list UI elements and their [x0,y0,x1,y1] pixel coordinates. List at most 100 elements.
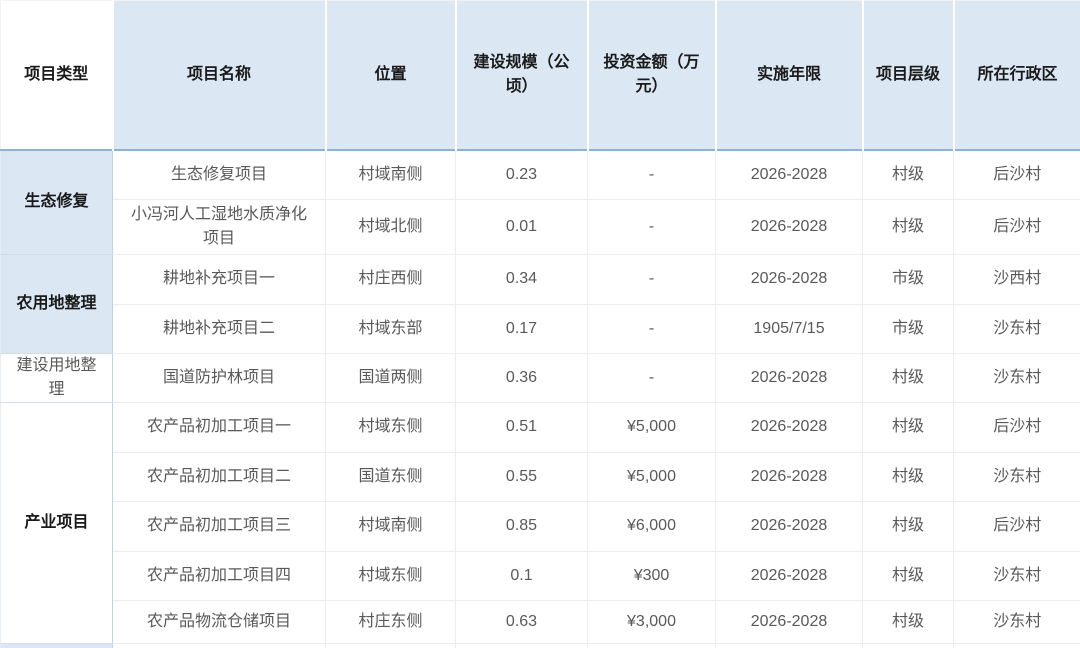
cell-level: 村级 [862,353,954,403]
cell-scale: 0.17 [455,304,588,354]
table-row: 生态修复 生态修复项目 村域南侧 0.23-2026-2028 村级 后沙村 [0,150,1080,255]
table-row: 建设用地整理 国道防护林项目 国道两侧 0.36-2026-2028 村级 沙东村 [0,353,1080,403]
cell-level: 村级 [862,551,954,601]
cell-investment: ¥3,000 [587,600,716,644]
cell-location: 村域东侧 [325,402,456,453]
partial-empty-cell [862,643,954,648]
cell-scale: 0.63 [455,600,588,644]
partial-empty-cell [587,643,716,648]
cell-level: 村级 [862,501,954,552]
cell-project-name: 农产品初加工项目二 [112,452,326,502]
cell-district: 沙东村 [953,353,1080,403]
cell-scale: 0.34 [455,254,588,305]
cell-period: 2026-2028 [715,353,863,403]
cell-investment: ¥6,000 [587,501,716,552]
cell-project-name: 小冯河人工湿地水质净化项目 [112,199,326,255]
table-row: 农用地整理 耕地补充项目一 村庄西侧 0.34-2026-2028 市级 沙西村 [0,254,1080,354]
cell-level: 村级 [862,199,954,255]
cell-district: 后沙村 [953,501,1080,552]
cell-district: 沙东村 [953,551,1080,601]
cell-scale: 0.36 [455,353,588,403]
cell-period: 1905/7/15 [715,304,863,354]
cell-location: 村域北侧 [325,199,456,255]
cell-district: 沙东村 [953,304,1080,354]
cell-scale: 0.23 [455,150,588,200]
column-header-0: 项目类型 [0,0,114,150]
cell-scale: 0.55 [455,452,588,502]
cell-investment: ¥300 [587,551,716,601]
cell-level: 村级 [862,452,954,502]
cell-location: 国道两侧 [325,353,456,403]
cell-investment: - [587,304,716,354]
cell-level: 市级 [862,304,954,354]
cell-investment: ¥5,000 [587,452,716,502]
cell-project-name: 耕地补充项目一 [112,254,326,305]
cell-project-name: 生态修复项目 [112,150,326,200]
cell-district: 沙东村 [953,600,1080,644]
cell-investment: - [587,254,716,305]
group-cell: 产业项目 [0,402,113,644]
partial-empty-cell [715,643,863,648]
cell-period: 2026-2028 [715,150,863,200]
column-header-1: 项目名称 [112,0,327,150]
cell-project-name: 国道防护林项目 [112,353,326,403]
cell-location: 村域南侧 [325,501,456,552]
partial-empty-cell [325,643,456,648]
cell-scale: 0.85 [455,501,588,552]
table-row: 农产品初加工项目二 国道东侧 0.55 ¥5,000 2026-2028 村级 沙东村 [1,452,1080,502]
cell-investment: - [587,199,716,255]
cell-location: 村域东部 [325,304,456,354]
cell-district: 沙东村 [953,452,1080,502]
cell-level: 村级 [862,600,954,644]
cell-scale: 0.01 [455,199,588,255]
table-row: 农产品初加工项目四 村域东侧 0.1 ¥300 2026-2028 村级 沙东村 [1,551,1080,601]
cell-project-name: 耕地补充项目二 [112,304,326,354]
column-header-6: 项目层级 [862,0,955,150]
cell-location: 国道东侧 [325,452,456,502]
cell-period: 2026-2028 [715,254,863,305]
cell-project-name: 农产品物流仓储项目 [112,600,326,644]
cell-district: 后沙村 [953,402,1080,453]
cell-scale: 0.51 [455,402,588,453]
cell-project-name: 农产品初加工项目四 [112,551,326,601]
column-header-3: 建设规模（公顷） [455,0,589,150]
cell-location: 村庄东侧 [325,600,456,644]
column-header-5: 实施年限 [715,0,864,150]
cell-location: 村域东侧 [325,551,456,601]
partial-empty-cell [455,643,588,648]
column-header-4: 投资金额（万元） [587,0,717,150]
table-row: 耕地补充项目二 村域东部 0.17-1905/7/15 市级 沙东村 [1,304,1080,354]
table-row: 产业项目 农产品初加工项目一 村域东侧 0.51 ¥5,000 2026-2028 村级 后沙… [0,402,1080,644]
cell-project-name: 农产品初加工项目三 [112,501,326,552]
cell-level: 村级 [862,150,954,200]
table-body: 生态修复 生态修复项目 村域南侧 0.23-2026-2028 村级 后沙村 小冯河人工湿地… [0,150,1080,648]
cell-district: 后沙村 [953,150,1080,200]
partial-next-row [0,643,1080,648]
cell-period: 2026-2028 [715,199,863,255]
cell-level: 村级 [862,402,954,453]
cell-project-name: 农产品初加工项目一 [112,402,326,453]
cell-period: 2026-2028 [715,501,863,552]
cell-period: 2026-2028 [715,452,863,502]
table-row: 小冯河人工湿地水质净化项目 村域北侧 0.01-2026-2028 村级 后沙村 [1,199,1080,255]
partial-empty-cell [953,643,1080,648]
column-header-7: 所在行政区 [953,0,1080,150]
cell-location: 村庄西侧 [325,254,456,305]
group-cell: 建设用地整理 [0,353,113,403]
cell-period: 2026-2028 [715,600,863,644]
cell-investment: - [587,353,716,403]
cell-investment: ¥5,000 [587,402,716,453]
partial-empty-cell [112,643,326,648]
cell-period: 2026-2028 [715,551,863,601]
group-cell: 生态修复 [0,150,113,255]
cell-investment: - [587,150,716,200]
table-row: 农产品初加工项目三 村域南侧 0.85 ¥6,000 2026-2028 村级 后沙村 [1,501,1080,552]
group-cell: 农用地整理 [0,254,113,354]
partial-next-group-cell [0,643,113,648]
column-header-2: 位置 [325,0,457,150]
cell-district: 后沙村 [953,199,1080,255]
cell-scale: 0.1 [455,551,588,601]
cell-location: 村域南侧 [325,150,456,200]
